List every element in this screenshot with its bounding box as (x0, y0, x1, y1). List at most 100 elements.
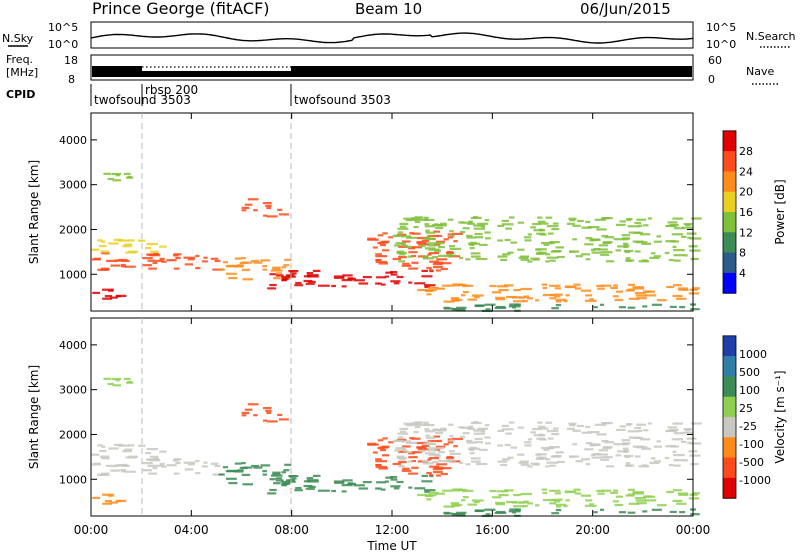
power-ytick-label: 4000 (59, 134, 87, 147)
power-colorbar-swatch (723, 212, 736, 233)
beam-title: Beam 10 (355, 0, 422, 18)
freq-panel: Freq. [MHz] 18 8 60 0 Nave (6, 53, 778, 86)
power-colorbar-tick: 12 (739, 226, 753, 239)
x-axis: 00:00 04:00 08:00 12:00 16:00 20:00 00:00 (74, 113, 711, 537)
velocity-band-6 (267, 474, 436, 495)
nave-tick-top: 60 (708, 54, 722, 67)
velocity-band-1 (91, 443, 167, 459)
power-band-6 (267, 269, 436, 290)
cpid-row: CPID twofsound 3503 rbsp 200 twofsound 3… (6, 83, 391, 107)
velocity-band-8 (392, 421, 702, 468)
freq-unit-label: [MHz] (6, 66, 38, 79)
noise-left-tick-top: 10^5 (48, 21, 78, 34)
noise-trace (90, 32, 694, 44)
noise-panel: N.Sky 10^5 10^0 10^5 10^0 N.Search (2, 21, 796, 51)
velocity-colorbar-swatch (723, 376, 736, 398)
freq-label: Freq. (6, 53, 33, 66)
power-colorbar-tick: 24 (739, 165, 753, 178)
velocity-band-0 (91, 457, 224, 476)
power-colorbar-swatch (723, 151, 736, 172)
x-tick-label: 08:00 (274, 523, 309, 537)
power-colorbar-swatch (723, 191, 736, 213)
x-tick-label: 20:00 (575, 523, 610, 537)
power-colorbar-swatch (723, 171, 736, 193)
power-colorbar-tick: 4 (739, 267, 746, 280)
power-colorbar-swatch (723, 130, 736, 152)
velocity-colorbar-tick: 100 (739, 384, 760, 397)
nave-label: Nave (746, 65, 774, 78)
cpid-label: CPID (6, 88, 35, 101)
power-echo-cells (91, 172, 702, 312)
power-band-5 (241, 198, 289, 218)
cpid-segment-3: twofsound 3503 (294, 93, 391, 107)
velocity-band-3 (103, 377, 134, 387)
power-band-1 (91, 238, 167, 254)
power-colorbar: 28 24 20 16 12 8 4 (722, 130, 753, 294)
velocity-band-10 (443, 508, 700, 517)
freq-band-left (92, 66, 142, 77)
velocity-colorbar-tick: -100 (739, 438, 764, 451)
velocity-colorbar-tick: -500 (739, 456, 764, 469)
freq-band-right (291, 66, 692, 77)
nave-tick-bottom: 0 (708, 73, 715, 86)
velocity-colorbar-swatch (723, 457, 736, 479)
x-axis-label: Time UT (366, 539, 417, 553)
velocity-colorbar-tick: 500 (739, 366, 760, 379)
velocity-colorbar-label: Velocity [m s⁻¹] (773, 370, 787, 463)
x-tick-label: 00:00 (74, 523, 109, 537)
power-band-3 (103, 172, 134, 182)
velocity-band-2 (92, 493, 127, 505)
power-band-0 (91, 252, 224, 271)
power-band-7 (367, 230, 463, 272)
velocity-ytick-label: 3000 (59, 384, 87, 397)
velocity-echo-cells (91, 377, 702, 517)
noise-right-label: N.Search (746, 30, 796, 43)
velocity-band-7 (367, 435, 463, 477)
freq-tick-bottom: 8 (68, 73, 75, 86)
power-colorbar-swatch (723, 252, 736, 274)
cpid-segment-2: rbsp 200 (145, 83, 198, 97)
power-colorbar-tick: 16 (739, 206, 753, 219)
velocity-colorbar-swatch (723, 437, 736, 459)
velocity-band-4 (218, 462, 296, 486)
power-colorbar-label: Power [dB] (773, 179, 787, 244)
noise-left-label: N.Sky (2, 32, 34, 45)
date-title: 06/Jun/2015 (580, 0, 671, 18)
station-title: Prince George (fitACF) (92, 0, 270, 18)
x-tick-label: 00:00 (676, 523, 711, 537)
velocity-band-5 (241, 403, 289, 423)
velocity-ytick-label: 4000 (59, 339, 87, 352)
noise-left-tick-bottom: 10^0 (48, 38, 78, 51)
velocity-colorbar: 1000 500 100 25 -25 -100 -500 -1000 (722, 335, 771, 499)
power-ytick-label: 3000 (59, 179, 87, 192)
power-ylabel: Slant Range [km] (27, 160, 41, 264)
velocity-colorbar-swatch (723, 396, 736, 418)
velocity-colorbar-tick: 25 (739, 402, 753, 415)
velocity-yticks: 4000 3000 2000 1000 (59, 339, 693, 486)
power-ytick-label: 2000 (59, 223, 87, 236)
power-colorbar-swatch (723, 272, 736, 294)
power-band-2 (92, 288, 127, 300)
velocity-colorbar-tick: 1000 (739, 348, 767, 361)
noise-right-tick-top: 10^5 (706, 21, 736, 34)
velocity-ytick-label: 2000 (59, 428, 87, 441)
velocity-band-9 (417, 488, 700, 508)
x-tick-label: 16:00 (475, 523, 510, 537)
power-yticks: 4000 3000 2000 1000 (59, 134, 693, 281)
power-ytick-label: 1000 (59, 268, 87, 281)
power-band-8 (392, 216, 702, 263)
power-panel: 4000 3000 2000 1000 Slant Range [km] 28 24 20… (27, 112, 787, 312)
power-band-9 (417, 283, 700, 303)
freq-tick-top: 18 (64, 54, 78, 67)
velocity-colorbar-swatch (723, 335, 736, 357)
power-colorbar-tick: 28 (739, 145, 753, 158)
velocity-colorbar-tick: -25 (739, 420, 757, 433)
velocity-colorbar-swatch (723, 417, 736, 438)
power-colorbar-tick: 20 (739, 186, 753, 199)
power-colorbar-swatch (723, 232, 736, 254)
velocity-panel: 4000 3000 2000 1000 Slant Range [km] 1000 50… (27, 317, 787, 517)
cpid-segment-1: twofsound 3503 (94, 93, 191, 107)
velocity-ytick-label: 1000 (59, 473, 87, 486)
velocity-colorbar-swatch (723, 356, 736, 377)
